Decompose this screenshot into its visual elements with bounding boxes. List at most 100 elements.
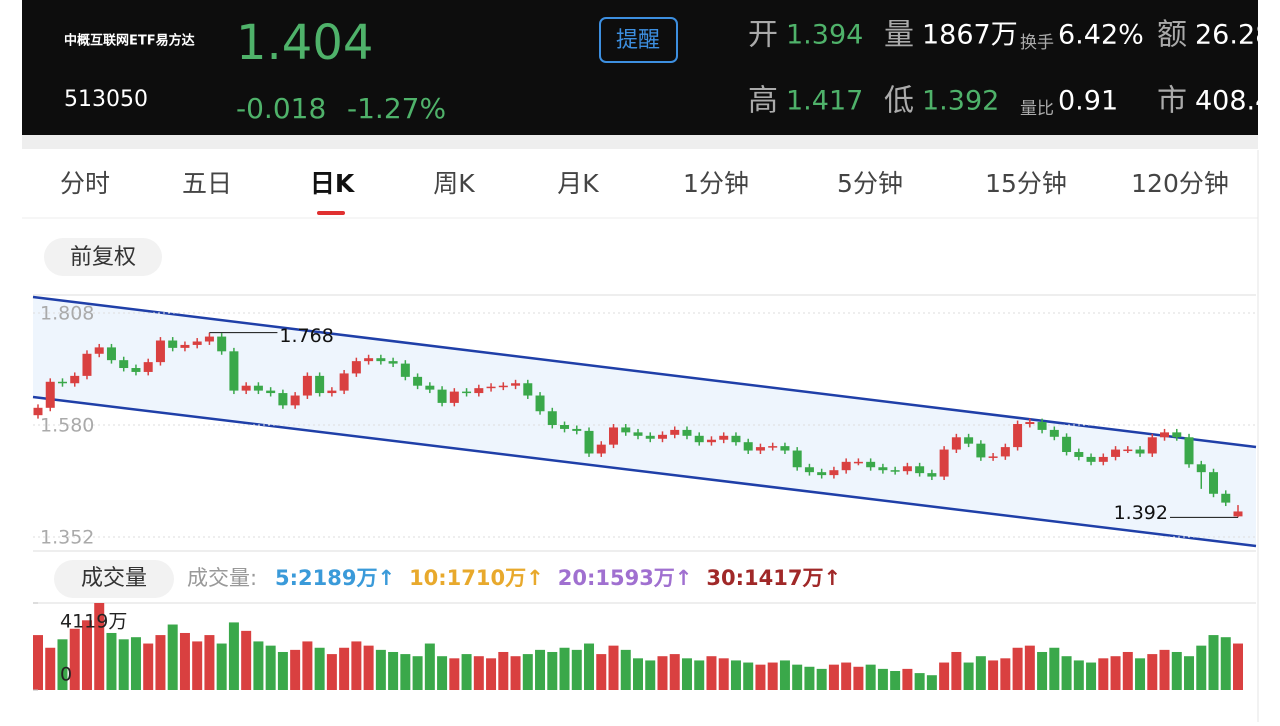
y-tick-label: 1.352 bbox=[40, 527, 94, 549]
stat-value: 1867万 bbox=[922, 20, 1018, 51]
adjust-button[interactable] bbox=[44, 238, 162, 276]
candle-body bbox=[584, 430, 594, 454]
volume-bar bbox=[755, 664, 766, 690]
volume-bar bbox=[706, 656, 717, 690]
alert-button[interactable] bbox=[599, 17, 678, 63]
volume-bar bbox=[1171, 651, 1182, 690]
candle-body bbox=[45, 381, 55, 408]
candle-body bbox=[474, 388, 484, 394]
candle-body bbox=[155, 340, 165, 363]
volume-bar bbox=[33, 635, 43, 690]
channel-lower bbox=[32, 395, 1257, 548]
candle-body bbox=[94, 347, 104, 354]
candle-body bbox=[119, 360, 129, 369]
volume-button[interactable] bbox=[54, 560, 174, 598]
tab[interactable]: 1分钟 bbox=[683, 169, 749, 198]
volume-bar bbox=[400, 654, 411, 690]
stats: 开 1.394 量 1867万 换手 6.42% 额 26.28 高 1.417 低 1.392 量比 0… bbox=[748, 18, 1258, 120]
volume-bar bbox=[767, 662, 778, 690]
candle-body bbox=[964, 437, 974, 444]
legend-label: 成交量: bbox=[187, 566, 257, 590]
volume-bar bbox=[1037, 651, 1048, 690]
tab[interactable]: 日K bbox=[310, 169, 356, 198]
stat-label: 低 bbox=[884, 84, 914, 119]
stat-value: 1.394 bbox=[786, 20, 863, 51]
volume-label[interactable]: 成交量 bbox=[81, 566, 147, 591]
volume-bar bbox=[645, 660, 656, 690]
candle-body bbox=[682, 429, 692, 436]
candle-body bbox=[1221, 493, 1231, 503]
candle-body bbox=[437, 389, 447, 403]
tab[interactable]: 分时 bbox=[60, 169, 110, 198]
volume-bar bbox=[179, 632, 190, 690]
change: -0.018 bbox=[236, 92, 326, 125]
volume-bar bbox=[1086, 662, 1097, 690]
candle-body bbox=[621, 427, 631, 433]
candle-body bbox=[425, 385, 435, 390]
candle-body bbox=[351, 361, 361, 374]
candle-body bbox=[486, 386, 496, 389]
tab[interactable]: 周K bbox=[433, 169, 475, 198]
fund-code: 513050 bbox=[64, 87, 148, 112]
candle-body bbox=[1086, 456, 1096, 462]
adjust-label[interactable]: 前复权 bbox=[70, 245, 136, 270]
candle-body bbox=[1000, 447, 1010, 457]
tab[interactable]: 120分钟 bbox=[1131, 169, 1229, 198]
stat-label: 额 bbox=[1157, 18, 1187, 53]
volume-bar bbox=[375, 649, 386, 690]
candle-body bbox=[657, 434, 667, 439]
volume-bar bbox=[535, 649, 546, 690]
alert-label[interactable]: 提醒 bbox=[616, 28, 660, 53]
stat-label: 开 bbox=[748, 18, 778, 53]
candle-body bbox=[572, 428, 582, 431]
volume-bar bbox=[1061, 656, 1072, 690]
candle-body bbox=[266, 390, 276, 394]
candle-body bbox=[290, 395, 300, 406]
tab[interactable]: 月K bbox=[557, 169, 599, 198]
volume-bar bbox=[584, 643, 595, 690]
candle-body bbox=[706, 439, 716, 443]
candle-body bbox=[829, 470, 839, 476]
volume-bar bbox=[277, 651, 288, 690]
volume-bar bbox=[204, 635, 215, 690]
volume-bar bbox=[988, 660, 999, 690]
volume-bar bbox=[522, 654, 533, 690]
stat-value: 6.42% bbox=[1058, 20, 1144, 51]
tab[interactable]: 五日 bbox=[182, 169, 232, 198]
volume-bar bbox=[241, 630, 252, 690]
tab[interactable]: 15分钟 bbox=[985, 169, 1067, 198]
volume-bar bbox=[118, 639, 129, 690]
candle-body bbox=[241, 385, 251, 391]
candle-body bbox=[339, 373, 349, 391]
tab[interactable]: 5分钟 bbox=[837, 169, 903, 198]
candle-body bbox=[57, 381, 67, 384]
legend-entry: 5:2189万↑ bbox=[275, 566, 395, 590]
stat-value: 1.392 bbox=[922, 86, 999, 117]
candle-body bbox=[743, 442, 753, 451]
candle-body bbox=[131, 368, 141, 372]
candle-body bbox=[792, 450, 802, 468]
volume-bar bbox=[669, 654, 680, 690]
candle-body bbox=[327, 390, 337, 394]
volume-bar bbox=[339, 647, 350, 690]
candle-body bbox=[902, 466, 912, 472]
candle-body bbox=[853, 461, 863, 464]
volume-bar bbox=[608, 645, 619, 690]
candle-body bbox=[364, 358, 374, 362]
fund-name: 中概互联网ETF易方达 bbox=[64, 33, 195, 49]
volume-bar bbox=[461, 654, 472, 690]
candle-body bbox=[1074, 452, 1084, 457]
change-pct: -1.27% bbox=[347, 92, 446, 125]
volume-bar bbox=[486, 658, 497, 690]
candle-body bbox=[1147, 437, 1157, 454]
tab-indicator bbox=[317, 211, 345, 215]
candle-body bbox=[670, 429, 680, 435]
volume-bar bbox=[951, 651, 962, 690]
volume-bar bbox=[1024, 645, 1035, 690]
candle-body bbox=[388, 361, 398, 364]
volume-bar bbox=[363, 645, 374, 690]
candle-body bbox=[719, 435, 729, 440]
channel-fill bbox=[33, 297, 1256, 546]
volume-bar bbox=[1184, 656, 1195, 690]
